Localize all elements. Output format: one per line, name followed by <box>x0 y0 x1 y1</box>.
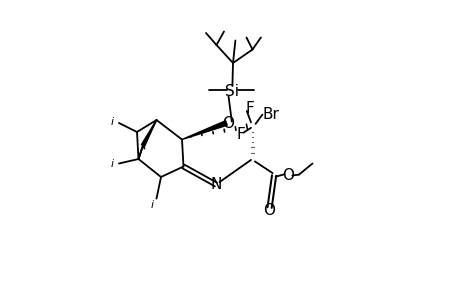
Text: Si: Si <box>225 84 239 99</box>
Text: i: i <box>111 159 114 170</box>
Text: O: O <box>221 116 233 130</box>
Polygon shape <box>182 121 227 140</box>
Text: O: O <box>263 203 275 218</box>
Text: F: F <box>236 127 245 142</box>
Text: Br: Br <box>262 107 279 122</box>
Text: O: O <box>281 168 293 183</box>
Text: i: i <box>111 117 114 127</box>
Text: i: i <box>150 200 153 211</box>
Text: N: N <box>210 177 221 192</box>
Polygon shape <box>141 120 156 146</box>
Text: F: F <box>245 101 254 116</box>
